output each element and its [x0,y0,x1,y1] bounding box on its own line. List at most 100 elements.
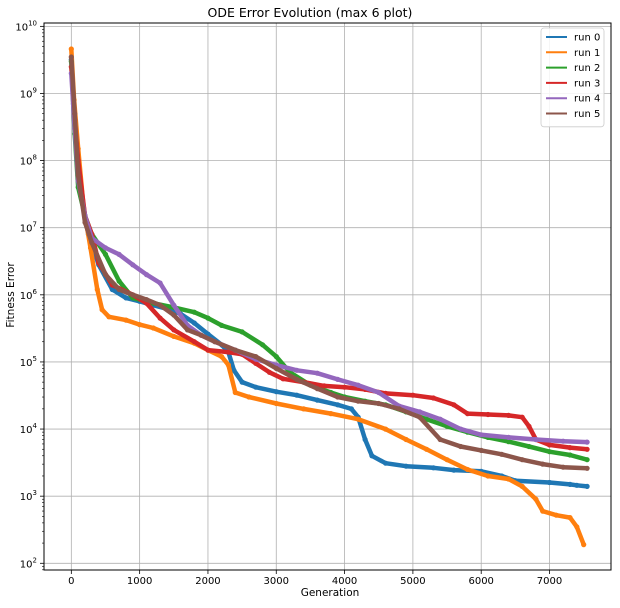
data-point [137,322,143,328]
data-point [451,467,457,473]
x-tick-label: 5000 [400,576,425,587]
legend-label: run 1 [574,48,600,59]
data-point [505,412,512,418]
data-point [574,524,580,530]
data-point [321,383,327,389]
data-point [253,354,259,360]
data-point [451,402,457,408]
data-point [205,347,211,353]
data-point [99,307,105,313]
series-run-1 [68,46,587,548]
data-point [157,315,163,321]
data-point [157,302,163,308]
data-point [72,111,78,117]
data-point [560,438,566,444]
data-point [430,465,436,471]
data-point [143,297,150,303]
x-tick-label: 1000 [127,576,152,587]
data-point [574,482,580,488]
x-axis-ticks: 0 1000 2000 3000 4000 5000 6000 7000 [68,570,562,587]
data-point [376,389,382,396]
data-point [191,320,197,326]
data-point [519,414,525,420]
data-point [106,314,112,320]
data-point [109,286,115,293]
data-point [273,389,279,395]
legend-label: run 2 [574,63,600,74]
data-point [584,457,590,463]
data-point [478,432,484,438]
series-lines [68,46,590,548]
y-tick-label: 106 [20,288,38,302]
data-point [205,315,211,321]
data-point [584,483,590,489]
data-point [150,325,156,331]
data-point [478,447,484,453]
x-tick-label: 4000 [332,576,357,587]
data-point [362,436,368,443]
data-point [123,317,129,323]
legend: run 0 run 1 run 2 run 3 run 4 run 5 [540,27,605,128]
data-point [403,436,409,443]
data-point [335,376,341,382]
data-point [403,463,409,469]
legend-label: run 4 [574,94,600,105]
data-point [458,426,464,432]
data-point [396,406,402,412]
data-point [171,327,177,333]
data-point [567,452,573,458]
data-point [444,457,450,463]
data-point [130,292,136,298]
legend-label: run 0 [574,33,600,44]
data-point [102,272,109,278]
data-point [314,386,320,392]
data-point [260,342,266,348]
data-point [424,446,430,452]
data-point [212,339,218,345]
data-point [584,439,590,445]
data-point [75,172,81,179]
data-point [533,436,539,443]
data-point [383,460,389,466]
data-point [567,445,573,451]
data-point [123,295,129,301]
data-point [437,416,443,422]
data-point [526,443,532,450]
data-point [540,461,546,467]
series-run-3 [68,64,590,452]
data-point [540,508,546,514]
data-point [581,542,587,548]
data-point [219,322,225,328]
data-point [328,411,334,417]
data-point [280,376,286,382]
data-point [294,376,300,382]
data-point [225,349,231,355]
data-point [355,416,361,422]
x-tick-label: 3000 [264,576,289,587]
data-point [94,286,100,293]
data-point [273,354,279,360]
legend-label: run 3 [574,78,600,89]
data-point [410,392,416,398]
y-tick-label: 102 [20,556,37,570]
data-point [225,362,231,368]
data-point [157,280,163,286]
data-point [239,379,245,385]
data-point [376,400,382,407]
x-tick-label: 6000 [468,576,493,587]
y-tick-label: 108 [20,154,37,168]
data-point [584,446,590,452]
data-point [355,382,361,388]
data-point [116,278,122,284]
data-point [560,464,566,470]
series-run-5 [68,54,590,471]
data-point [219,354,225,360]
data-point [184,327,191,333]
data-point [246,394,252,400]
data-point [458,443,464,450]
data-point [232,347,238,353]
data-point [505,439,512,445]
x-tick-label: 0 [68,576,74,587]
series-run-4 [68,70,590,445]
